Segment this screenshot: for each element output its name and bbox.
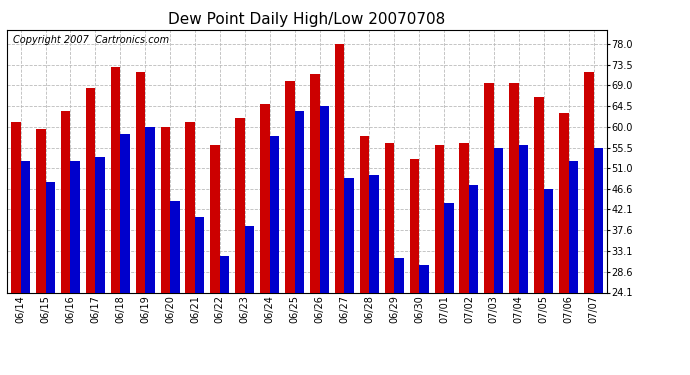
Bar — [86, 88, 95, 375]
Bar — [170, 201, 179, 375]
Bar — [310, 74, 319, 375]
Bar — [295, 111, 304, 375]
Bar — [46, 182, 55, 375]
Bar — [145, 127, 155, 375]
Bar — [195, 217, 204, 375]
Bar — [394, 258, 404, 375]
Bar — [410, 159, 419, 375]
Bar — [270, 136, 279, 375]
Bar — [460, 143, 469, 375]
Title: Dew Point Daily High/Low 20070708: Dew Point Daily High/Low 20070708 — [168, 12, 446, 27]
Bar — [36, 129, 46, 375]
Bar — [260, 104, 270, 375]
Bar — [559, 113, 569, 375]
Bar — [21, 162, 30, 375]
Bar — [136, 72, 145, 375]
Text: Copyright 2007  Cartronics.com: Copyright 2007 Cartronics.com — [13, 35, 169, 45]
Bar — [593, 148, 603, 375]
Bar — [544, 189, 553, 375]
Bar — [509, 83, 519, 375]
Bar — [569, 162, 578, 375]
Bar — [494, 148, 503, 375]
Bar — [519, 146, 529, 375]
Bar — [220, 256, 229, 375]
Bar — [161, 127, 170, 375]
Bar — [245, 226, 254, 375]
Bar — [186, 122, 195, 375]
Bar — [210, 146, 220, 375]
Bar — [369, 176, 379, 375]
Bar — [344, 178, 354, 375]
Bar — [95, 157, 105, 375]
Bar — [419, 265, 428, 375]
Bar — [120, 134, 130, 375]
Bar — [360, 136, 369, 375]
Bar — [484, 83, 494, 375]
Bar — [435, 146, 444, 375]
Bar — [534, 97, 544, 375]
Bar — [61, 111, 70, 375]
Bar — [70, 162, 80, 375]
Bar — [319, 106, 329, 375]
Bar — [335, 44, 344, 375]
Bar — [285, 81, 295, 375]
Bar — [11, 122, 21, 375]
Bar — [469, 184, 478, 375]
Bar — [111, 67, 120, 375]
Bar — [385, 143, 394, 375]
Bar — [444, 203, 453, 375]
Bar — [235, 118, 245, 375]
Bar — [584, 72, 593, 375]
